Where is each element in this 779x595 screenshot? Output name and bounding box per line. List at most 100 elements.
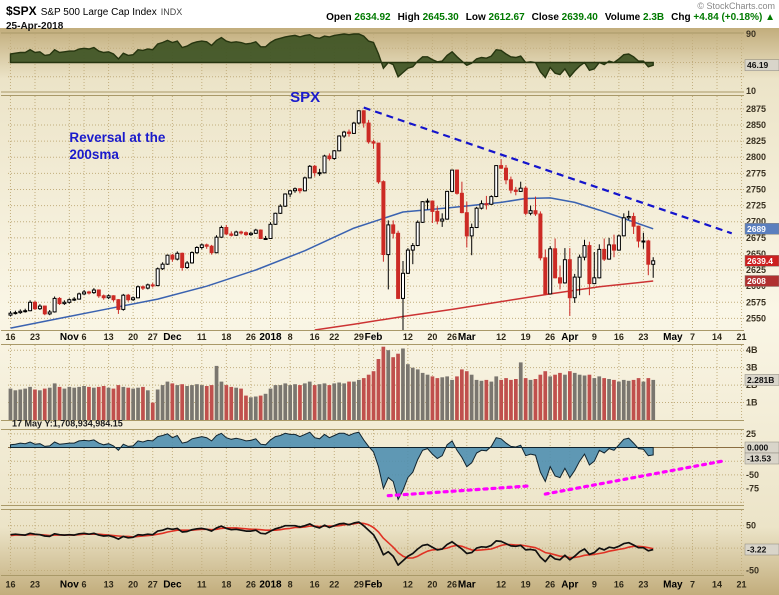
svg-text:18: 18 [221, 332, 231, 342]
svg-text:2850: 2850 [746, 120, 766, 130]
svg-text:21: 21 [737, 580, 747, 590]
volume-crosshair-note: 17 May Y:1,708,934,984.15 [12, 419, 123, 429]
axis-value-box: -13.53 [744, 452, 779, 465]
svg-text:50: 50 [746, 521, 756, 531]
svg-text:0.000: 0.000 [747, 443, 769, 453]
oscillator-area [10, 431, 654, 501]
svg-text:26: 26 [545, 332, 555, 342]
svg-text:2018: 2018 [259, 332, 282, 343]
svg-text:2625: 2625 [746, 265, 766, 275]
svg-text:9: 9 [592, 332, 597, 342]
svg-text:46.19: 46.19 [747, 60, 769, 70]
axis-value-box: 2608 [744, 275, 779, 287]
svg-text:25: 25 [746, 429, 756, 439]
axis-value-box: 46.19 [744, 59, 779, 71]
svg-text:6: 6 [82, 580, 87, 590]
magenta-divergence-line [386, 484, 533, 498]
svg-text:2689: 2689 [747, 224, 766, 234]
svg-text:26: 26 [246, 332, 256, 342]
svg-text:16: 16 [310, 580, 320, 590]
svg-text:8: 8 [288, 580, 293, 590]
svg-text:16: 16 [614, 580, 624, 590]
reversal-annotation: Reversal at the 200sma [69, 130, 166, 162]
svg-text:26: 26 [545, 580, 555, 590]
svg-text:Dec: Dec [163, 332, 182, 343]
svg-text:8: 8 [288, 332, 293, 342]
svg-text:16: 16 [614, 332, 624, 342]
svg-text:16: 16 [310, 332, 320, 342]
stockcharts-copyright-link[interactable]: © StockCharts.com [697, 1, 775, 11]
svg-text:23: 23 [638, 332, 648, 342]
svg-text:2775: 2775 [746, 168, 766, 178]
svg-text:26: 26 [447, 580, 457, 590]
svg-text:Feb: Feb [365, 580, 383, 591]
symbol-block: $SPX S&P 500 Large Cap Index INDX 25-Apr-2… [6, 2, 182, 32]
svg-text:90: 90 [746, 29, 756, 39]
downtrend-line [363, 106, 733, 235]
svg-text:12: 12 [403, 332, 413, 342]
svg-text:2639.4: 2639.4 [747, 256, 773, 266]
svg-text:2650: 2650 [746, 249, 766, 259]
exchange: INDX [160, 7, 183, 17]
svg-text:May: May [663, 332, 683, 343]
svg-text:21: 21 [737, 332, 747, 342]
svg-text:-3.22: -3.22 [747, 545, 767, 555]
svg-text:13: 13 [104, 332, 114, 342]
svg-text:2700: 2700 [746, 217, 766, 227]
chart-background [0, 28, 779, 595]
svg-text:3B: 3B [746, 363, 758, 373]
symbol: $SPX [6, 4, 37, 18]
svg-text:29: 29 [354, 332, 364, 342]
svg-text:Apr: Apr [561, 580, 578, 591]
svg-text:2575: 2575 [746, 297, 766, 307]
chart-date: 25-Apr-2018 [6, 21, 64, 32]
axis-value-box: 0.000 [744, 441, 779, 454]
svg-text:11: 11 [197, 580, 207, 590]
volume-bars [8, 346, 656, 420]
svg-text:Nov: Nov [60, 580, 79, 591]
svg-text:27: 27 [148, 332, 158, 342]
axis-value-box: 2689 [744, 223, 779, 235]
svg-text:26: 26 [447, 332, 457, 342]
svg-text:-50: -50 [746, 566, 759, 576]
svg-text:22: 22 [329, 332, 339, 342]
svg-text:May: May [663, 580, 683, 591]
moving-averages [10, 197, 654, 330]
svg-text:10: 10 [746, 86, 756, 96]
svg-text:Apr: Apr [561, 332, 578, 343]
svg-text:Nov: Nov [60, 332, 79, 343]
svg-text:13: 13 [104, 580, 114, 590]
magenta-divergence-line [543, 459, 724, 496]
svg-text:2750: 2750 [746, 184, 766, 194]
svg-text:Mar: Mar [458, 332, 476, 343]
sma50-line [10, 197, 654, 329]
momentum-line [10, 521, 654, 566]
svg-text:-50: -50 [746, 470, 759, 480]
svg-text:1B: 1B [746, 398, 758, 408]
svg-text:19: 19 [521, 580, 531, 590]
svg-text:12: 12 [403, 580, 413, 590]
svg-text:18: 18 [221, 580, 231, 590]
svg-text:2800: 2800 [746, 152, 766, 162]
x-axis-labels: 16 23 Nov 6 13 20 27 Dec 11 18 26 2018 8 16 22 29 Feb 12 2… [5, 332, 746, 591]
svg-text:22: 22 [329, 580, 339, 590]
price-candles [8, 110, 656, 330]
svg-text:6: 6 [82, 332, 87, 342]
svg-text:7: 7 [690, 332, 695, 342]
svg-text:27: 27 [148, 580, 158, 590]
svg-text:Mar: Mar [458, 580, 476, 591]
axis-value-box: 2.281B [744, 374, 779, 386]
axis-value-box: 2639.4 [744, 255, 779, 267]
svg-text:2.281B: 2.281B [747, 375, 774, 385]
svg-text:7: 7 [690, 580, 695, 590]
svg-text:14: 14 [712, 580, 722, 590]
axis-value-box: -3.22 [744, 543, 779, 556]
svg-text:14: 14 [712, 332, 722, 342]
sma200-line [314, 280, 654, 330]
svg-text:20: 20 [128, 580, 138, 590]
svg-text:2825: 2825 [746, 136, 766, 146]
chart-header: $SPX S&P 500 Large Cap Index INDX 25-Apr-2… [0, 0, 779, 32]
svg-text:26: 26 [246, 580, 256, 590]
